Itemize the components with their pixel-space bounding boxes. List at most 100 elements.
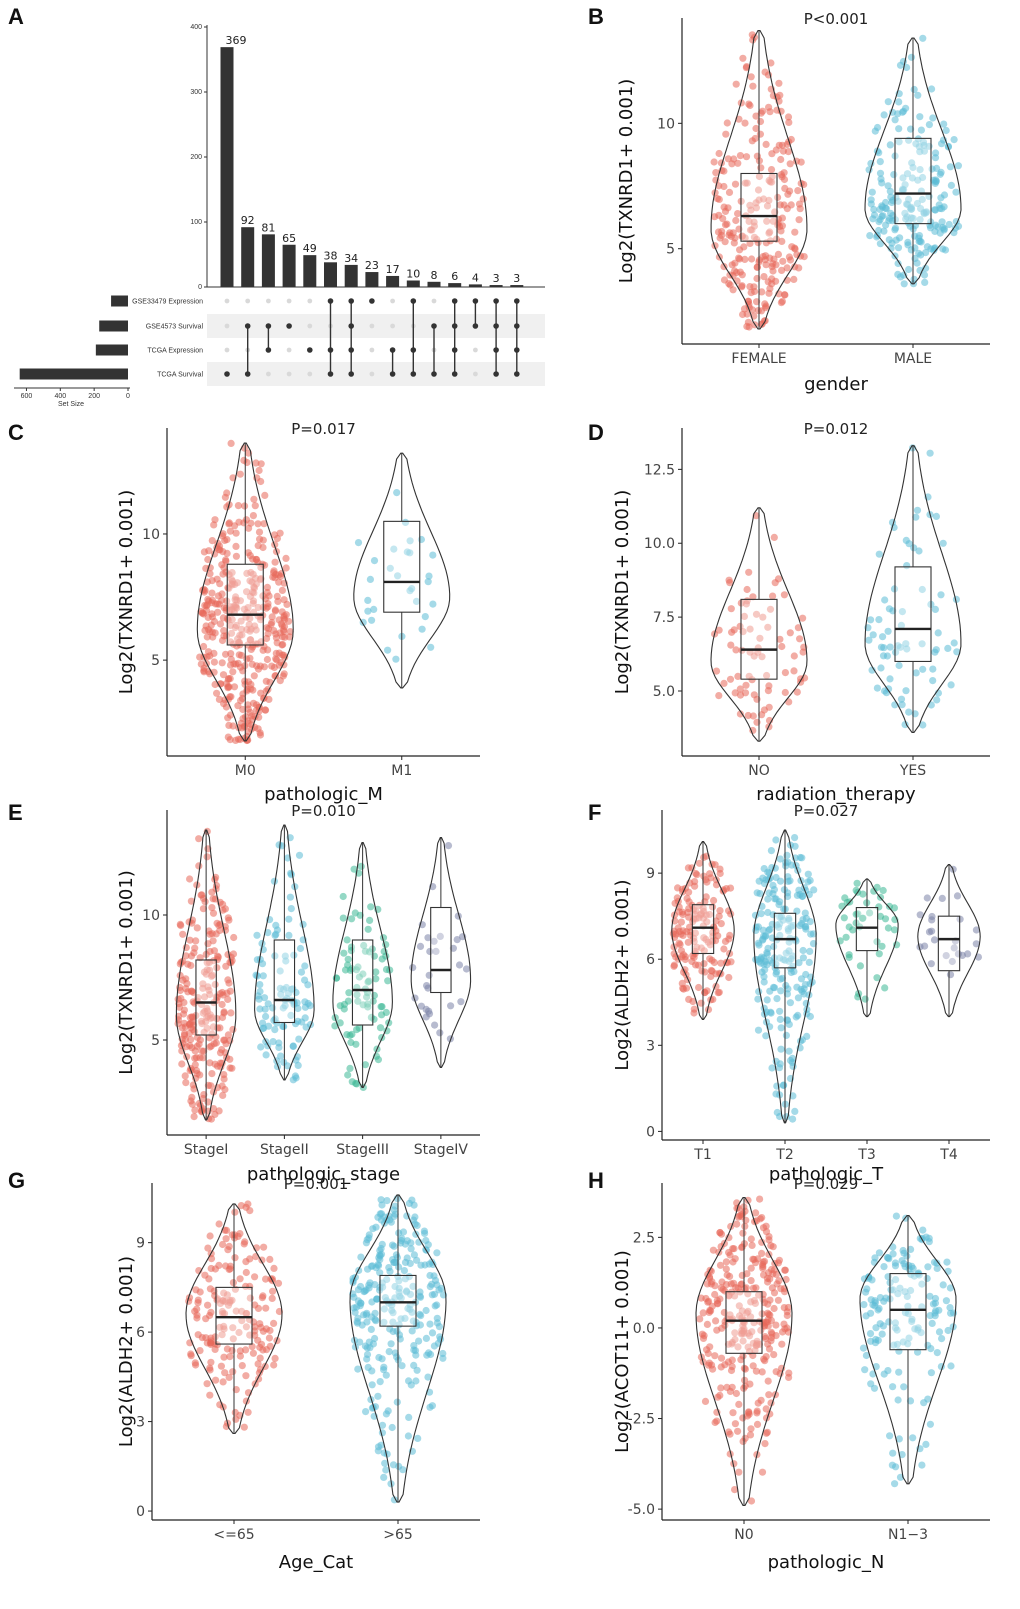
data-point: [433, 1249, 441, 1257]
data-point: [742, 1216, 750, 1224]
points-t4: [916, 865, 983, 979]
data-point: [235, 518, 243, 526]
data-point: [903, 1252, 911, 1260]
data-point: [385, 1348, 393, 1356]
data-point: [741, 1382, 749, 1390]
data-point: [257, 1043, 265, 1051]
data-point: [348, 915, 356, 923]
data-point: [212, 1376, 220, 1384]
data-point: [895, 138, 903, 146]
data-point: [784, 148, 793, 156]
data-point: [753, 274, 761, 283]
data-point: [738, 1329, 746, 1337]
data-point: [753, 263, 761, 271]
data-point: [424, 1373, 432, 1381]
data-point: [409, 1317, 417, 1325]
data-point: [270, 1361, 278, 1369]
data-point: [417, 1261, 425, 1269]
data-point: [741, 119, 749, 127]
data-point: [942, 126, 950, 135]
data-point: [777, 227, 785, 235]
data-point: [701, 968, 709, 976]
data-point: [262, 687, 270, 695]
data-point: [222, 556, 230, 564]
data-point: [904, 1310, 912, 1318]
data-point: [901, 1263, 909, 1271]
data-point: [928, 85, 936, 93]
data-point: [885, 605, 894, 613]
data-point: [717, 920, 725, 928]
matrix-dot-filled: [431, 323, 437, 329]
data-point: [224, 1031, 232, 1039]
data-point: [294, 1004, 302, 1013]
data-point: [241, 677, 249, 685]
matrix-dot-filled: [472, 323, 479, 329]
data-point: [756, 634, 764, 642]
data-point: [896, 1284, 904, 1292]
data-point: [271, 606, 279, 614]
data-point: [765, 289, 773, 297]
data-point: [393, 489, 401, 497]
data-point: [703, 878, 711, 886]
data-point: [789, 1062, 797, 1070]
data-point: [898, 1451, 906, 1459]
data-point: [340, 949, 348, 957]
data-point: [201, 626, 209, 635]
data-point: [933, 1349, 941, 1357]
data-point: [939, 245, 947, 253]
data-point: [424, 934, 432, 942]
data-point: [246, 654, 254, 662]
intersection-y-tick-label: 0: [198, 284, 202, 291]
data-point: [910, 544, 918, 552]
data-point: [246, 614, 254, 623]
set-size-tick-label: 400: [54, 393, 66, 400]
data-point: [254, 1360, 262, 1368]
data-point: [701, 988, 709, 997]
data-point: [877, 664, 885, 672]
data-point: [891, 1480, 899, 1488]
data-point: [731, 1335, 739, 1344]
data-point: [942, 952, 950, 960]
data-point: [192, 1361, 200, 1369]
matrix-dot-filled: [348, 347, 355, 353]
matrix-dot-filled: [451, 323, 458, 329]
data-point: [721, 1361, 729, 1369]
data-point: [760, 273, 768, 281]
data-point: [796, 635, 804, 643]
data-point: [784, 113, 793, 121]
data-point: [776, 1007, 784, 1015]
data-point: [916, 943, 924, 951]
data-point: [215, 1261, 223, 1269]
data-point: [736, 268, 744, 276]
data-point: [890, 171, 898, 179]
data-point: [755, 172, 764, 181]
data-point: [241, 1238, 249, 1246]
violin: [917, 863, 981, 1018]
data-point: [933, 164, 941, 172]
data-point: [354, 1365, 362, 1373]
data-point: [259, 1019, 267, 1027]
data-point: [931, 1312, 939, 1320]
data-point: [691, 882, 699, 890]
data-point: [690, 1009, 698, 1017]
data-point: [762, 1353, 770, 1361]
data-point: [678, 908, 687, 916]
data-point: [770, 1351, 778, 1359]
data-point: [736, 710, 745, 718]
data-point: [894, 270, 902, 278]
data-point: [429, 600, 437, 608]
y-tick-label: 0: [136, 1504, 145, 1520]
data-point: [211, 629, 219, 637]
data-point: [772, 261, 780, 269]
data-point: [772, 1368, 780, 1376]
data-point: [885, 1318, 893, 1326]
data-point: [380, 1473, 388, 1481]
data-point: [246, 1207, 254, 1215]
data-point: [377, 1441, 385, 1449]
data-point: [232, 1415, 240, 1423]
data-point: [243, 588, 251, 596]
data-point: [905, 1334, 913, 1342]
data-point: [257, 460, 265, 468]
data-point: [198, 1334, 206, 1342]
data-point: [789, 952, 797, 960]
